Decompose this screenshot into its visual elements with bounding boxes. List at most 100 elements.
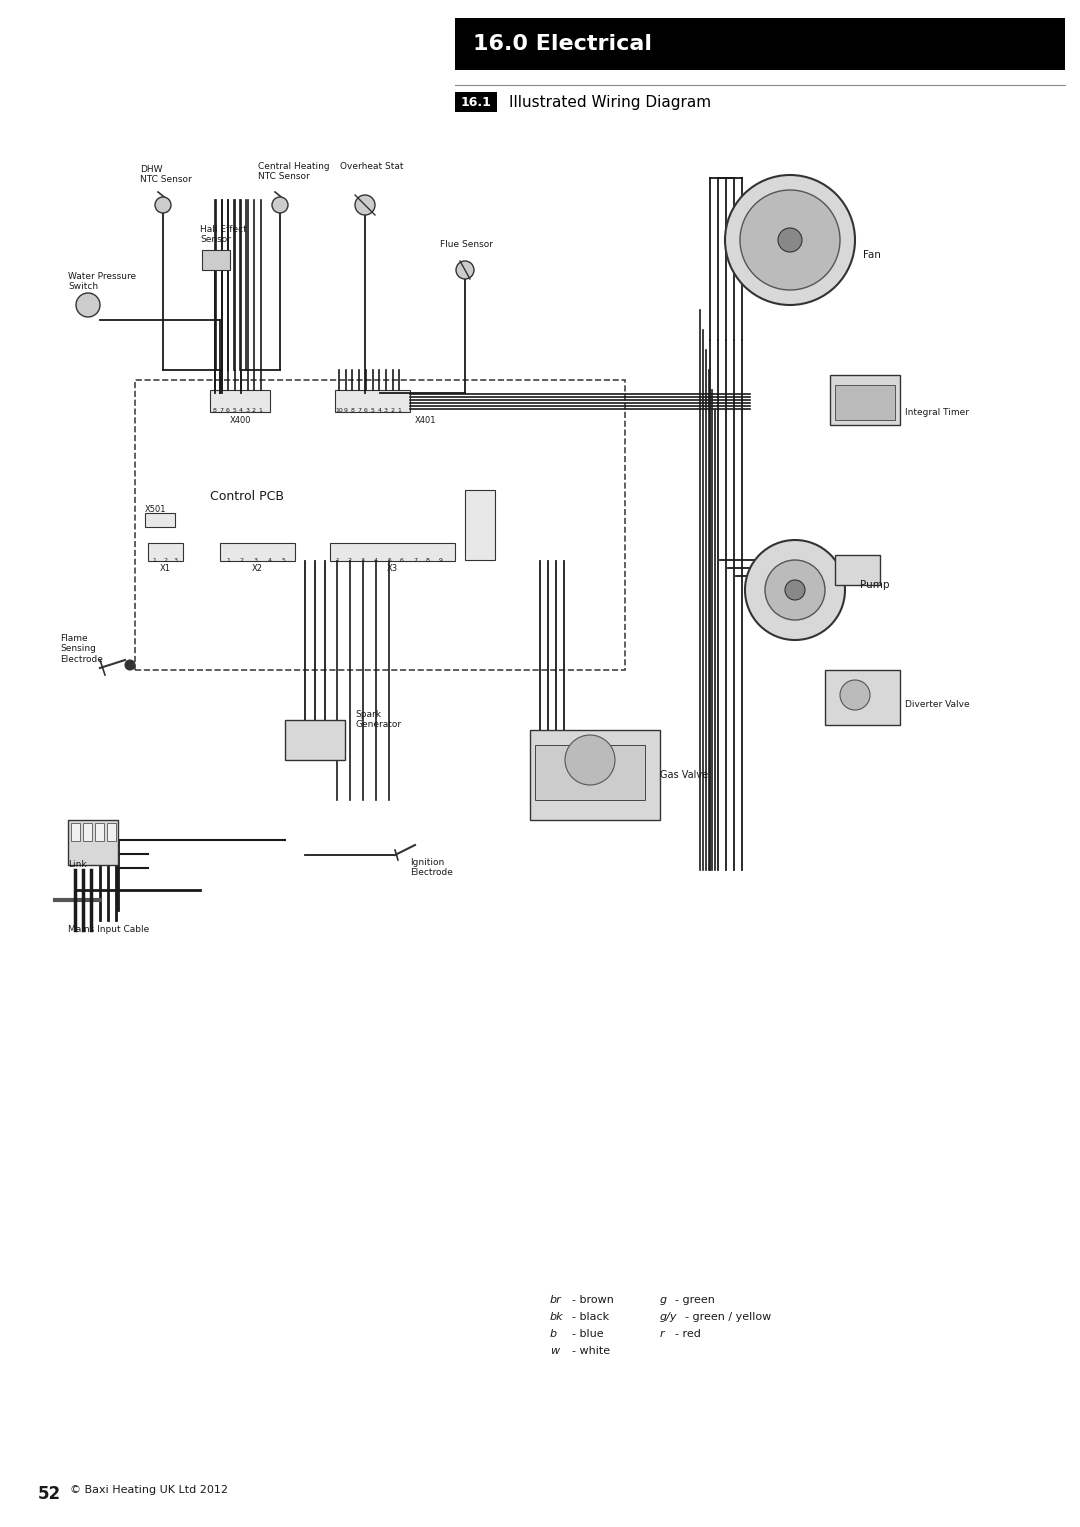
Text: 6: 6	[226, 408, 230, 412]
Circle shape	[740, 189, 840, 290]
Text: Ignition
Electrode: Ignition Electrode	[410, 858, 453, 878]
Bar	[95, 823, 104, 841]
Text: Fan: Fan	[863, 250, 881, 260]
Bar	[220, 544, 295, 560]
Text: 10: 10	[335, 408, 342, 412]
Text: 16.1: 16.1	[460, 96, 491, 108]
Text: - red: - red	[675, 1328, 701, 1339]
Text: X400: X400	[229, 415, 251, 425]
Text: Gas Valve: Gas Valve	[660, 770, 708, 780]
Circle shape	[785, 580, 805, 600]
Text: X401: X401	[415, 415, 436, 425]
Circle shape	[156, 197, 171, 212]
Bar	[455, 18, 1065, 70]
Bar	[107, 823, 116, 841]
Text: Water Pressure
Switch: Water Pressure Switch	[68, 272, 136, 292]
Text: 8: 8	[351, 408, 354, 412]
Bar	[335, 389, 410, 412]
Bar	[145, 513, 175, 527]
Bar	[83, 823, 92, 841]
Text: 7: 7	[219, 408, 224, 412]
Text: - white: - white	[572, 1345, 610, 1356]
Text: 2: 2	[240, 557, 244, 563]
Bar	[148, 544, 183, 560]
Text: - black: - black	[572, 1312, 609, 1322]
Text: 3: 3	[361, 557, 365, 563]
Text: 1: 1	[397, 408, 402, 412]
Text: 3: 3	[254, 557, 258, 563]
Text: X3: X3	[387, 563, 399, 573]
Text: w: w	[550, 1345, 559, 1356]
Text: 4: 4	[268, 557, 272, 563]
Text: Illustrated Wiring Diagram: Illustrated Wiring Diagram	[509, 95, 711, 110]
Text: Flue Sensor: Flue Sensor	[440, 240, 492, 249]
Text: 7: 7	[357, 408, 361, 412]
Circle shape	[272, 197, 288, 212]
Bar	[330, 544, 455, 560]
Bar	[465, 490, 495, 560]
Text: Overheat Stat: Overheat Stat	[340, 162, 404, 171]
Text: Link: Link	[68, 860, 86, 869]
Text: Diverter Valve: Diverter Valve	[905, 699, 970, 709]
Text: - blue: - blue	[572, 1328, 604, 1339]
Bar	[285, 721, 345, 760]
Text: Hall Effect
Sensor: Hall Effect Sensor	[200, 224, 246, 244]
Circle shape	[355, 195, 375, 215]
Bar	[71, 823, 80, 841]
Text: 3: 3	[245, 408, 249, 412]
Text: 2: 2	[348, 557, 352, 563]
Bar	[135, 380, 625, 670]
Text: 16.0 Electrical: 16.0 Electrical	[473, 34, 652, 53]
Text: 2: 2	[163, 557, 167, 563]
Text: 6: 6	[400, 557, 404, 563]
Text: 1: 1	[226, 557, 230, 563]
Text: 5: 5	[370, 408, 375, 412]
Text: 8: 8	[213, 408, 217, 412]
Text: g/y: g/y	[660, 1312, 677, 1322]
Text: 4: 4	[377, 408, 381, 412]
Text: 8: 8	[427, 557, 430, 563]
Bar	[825, 670, 900, 725]
Circle shape	[565, 734, 615, 785]
Text: bk: bk	[550, 1312, 564, 1322]
Text: - green / yellow: - green / yellow	[685, 1312, 771, 1322]
Text: 52: 52	[38, 1484, 62, 1503]
Bar	[530, 730, 660, 820]
Text: 2: 2	[252, 408, 256, 412]
Text: 1: 1	[335, 557, 339, 563]
Text: 5: 5	[232, 408, 237, 412]
Text: Pump: Pump	[860, 580, 890, 589]
Bar	[68, 820, 118, 864]
Text: 1: 1	[258, 408, 262, 412]
Bar	[535, 745, 645, 800]
Text: 5: 5	[387, 557, 391, 563]
Circle shape	[725, 176, 855, 305]
Text: b: b	[550, 1328, 557, 1339]
Text: X1: X1	[160, 563, 171, 573]
Bar	[831, 376, 900, 425]
Text: X2: X2	[252, 563, 264, 573]
Text: - brown: - brown	[572, 1295, 613, 1306]
Text: DHW
NTC Sensor: DHW NTC Sensor	[140, 165, 192, 185]
Text: 7: 7	[413, 557, 417, 563]
Bar	[835, 554, 880, 585]
Text: 3: 3	[383, 408, 388, 412]
Bar	[455, 92, 497, 111]
Circle shape	[125, 660, 135, 670]
Circle shape	[840, 680, 870, 710]
Text: r: r	[660, 1328, 664, 1339]
Text: 3: 3	[174, 557, 178, 563]
Text: g: g	[660, 1295, 667, 1306]
Text: Flame
Sensing
Electrode: Flame Sensing Electrode	[60, 634, 103, 664]
Circle shape	[456, 261, 474, 279]
Text: Mains Input Cable: Mains Input Cable	[68, 925, 149, 935]
Circle shape	[745, 541, 845, 640]
Text: - green: - green	[675, 1295, 715, 1306]
Text: Central Heating
NTC Sensor: Central Heating NTC Sensor	[258, 162, 329, 182]
Text: 2: 2	[391, 408, 394, 412]
Text: X501: X501	[145, 505, 166, 515]
Text: 4: 4	[239, 408, 243, 412]
Bar	[202, 250, 230, 270]
Circle shape	[76, 293, 100, 318]
Text: 6: 6	[364, 408, 367, 412]
